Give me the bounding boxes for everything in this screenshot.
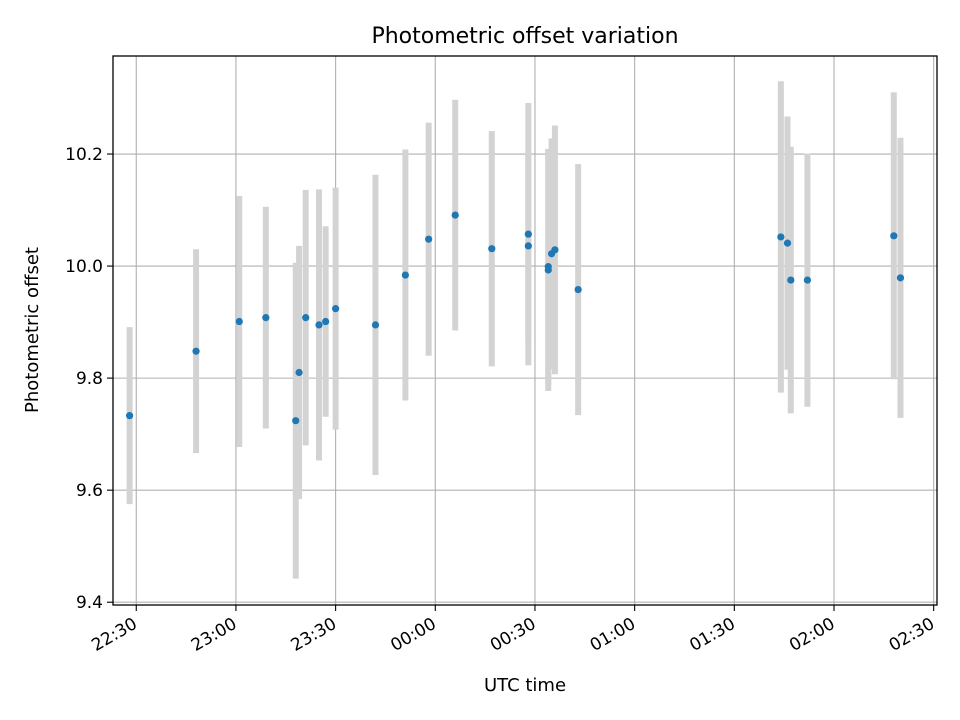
data-point: [371, 321, 380, 329]
data-point: [551, 246, 559, 254]
y-axis-ticks: 9.4 9.6 9.8 10.0 10.2: [65, 145, 113, 613]
data-point: [803, 276, 812, 284]
data-point: [192, 347, 200, 355]
data-point: [302, 314, 310, 322]
chart-title: Photometric offset variation: [371, 24, 678, 49]
data-point: [235, 317, 243, 326]
data-point: [126, 412, 134, 420]
data-point: [896, 274, 905, 282]
y-axis-label: Photometric offset: [22, 247, 43, 413]
data-point: [787, 276, 795, 284]
data-point: [574, 286, 582, 294]
data-point: [544, 263, 552, 271]
data-point: [488, 245, 496, 253]
y-tick-label: 9.8: [76, 369, 103, 389]
data-point: [890, 232, 898, 240]
data-point: [262, 314, 270, 322]
data-point: [292, 417, 300, 425]
y-tick-label: 9.6: [76, 481, 103, 501]
data-point: [524, 230, 532, 238]
data-point: [777, 233, 785, 241]
grid: [113, 56, 937, 605]
y-tick-label: 9.4: [76, 593, 103, 613]
data-point: [783, 239, 792, 247]
data-point: [322, 317, 330, 326]
data-point: [401, 271, 409, 279]
plot-frame: [112, 55, 938, 606]
data-point: [332, 305, 340, 313]
data-point: [315, 321, 323, 329]
y-tick-label: 10.2: [65, 145, 103, 165]
data-points: [126, 211, 905, 425]
x-axis-label: UTC time: [484, 675, 566, 696]
data-point: [425, 235, 433, 243]
data-point: [524, 242, 532, 250]
y-tick-label: 10.0: [65, 257, 103, 277]
data-point: [451, 211, 459, 219]
data-point: [295, 368, 303, 377]
